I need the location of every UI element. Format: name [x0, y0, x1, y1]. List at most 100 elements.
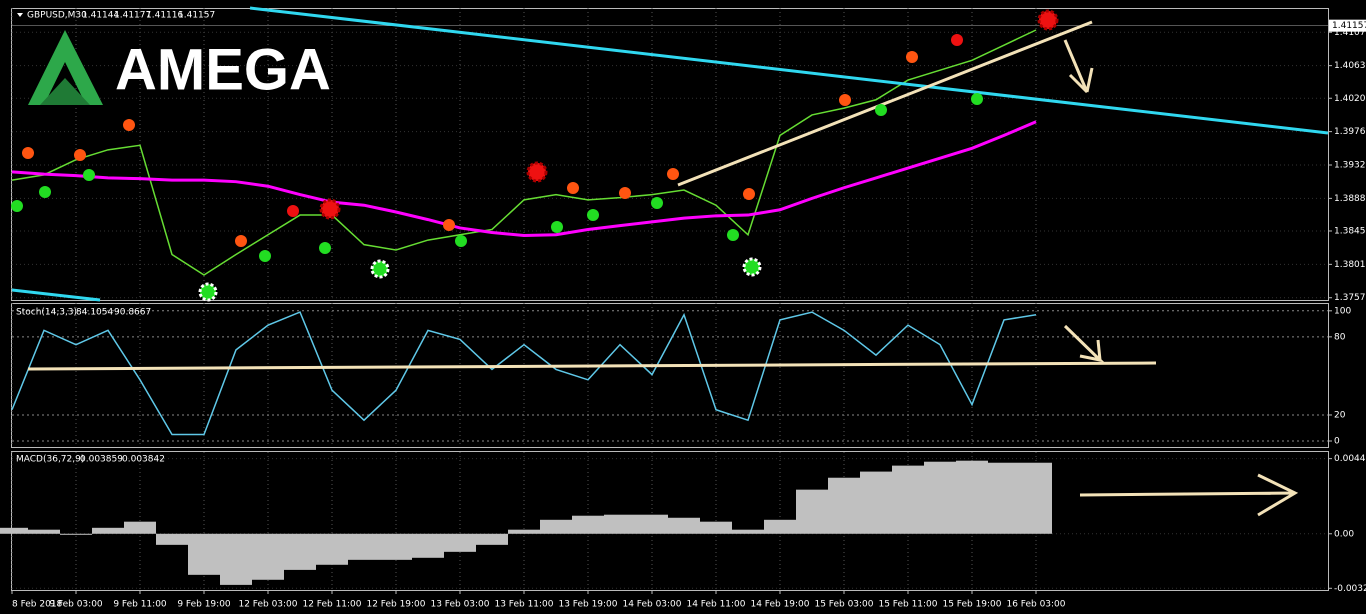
hand-line — [27, 361, 1157, 371]
histogram-bar — [540, 519, 572, 534]
histogram-bar — [444, 533, 476, 552]
last-price-tag: 1.41157 — [1332, 21, 1366, 31]
y-tick-label: 20 — [1334, 410, 1346, 420]
histogram-bar — [316, 533, 348, 565]
signal-dot — [839, 94, 851, 106]
x-tick-label: 8 Feb 2018 — [12, 600, 63, 610]
ohlc-low: 1.41116 — [146, 11, 183, 21]
histogram-bar — [508, 529, 540, 534]
x-tick-label: 13 Feb 03:00 — [430, 600, 489, 610]
hand-arrow — [1079, 473, 1299, 517]
x-tick-label: 13 Feb 11:00 — [494, 600, 553, 610]
trend-line — [249, 6, 1329, 135]
histogram-bar — [636, 514, 668, 534]
stoch-signal: 90.8667 — [114, 308, 151, 318]
macd-title: MACD(36,72,9) — [16, 455, 84, 465]
y-tick-label: 1.41070 — [1334, 28, 1366, 38]
y-tick-label: 1.38450 — [1334, 226, 1366, 236]
histogram-bar — [60, 533, 92, 535]
histogram-bar — [956, 460, 988, 534]
histogram-bar — [156, 533, 188, 545]
histogram-bar — [284, 533, 316, 570]
histogram-bar — [28, 529, 60, 534]
y-tick-label: 1.39320 — [1334, 160, 1366, 170]
signal-dot — [259, 250, 271, 262]
y-tick-label: 1.40200 — [1334, 94, 1366, 104]
histogram-bar — [1020, 462, 1052, 534]
menu-arrow[interactable] — [17, 13, 23, 17]
macd-main: 0.003859 — [80, 455, 123, 465]
signal-dot — [743, 188, 755, 200]
signal-dot — [951, 34, 963, 46]
x-tick-label: 9 Feb 11:00 — [113, 600, 167, 610]
logo-mark-inner — [40, 78, 90, 105]
ohlc-open: 1.41144 — [82, 11, 119, 21]
symbol-title: GBPUSD,M30 — [27, 11, 87, 21]
signal-dot — [667, 168, 679, 180]
signal-star — [319, 198, 341, 220]
histogram-bar — [380, 533, 412, 560]
histogram-bar — [796, 489, 828, 534]
y-tick-label: -0.0032 — [1334, 584, 1366, 594]
signal-dot — [727, 229, 739, 241]
x-tick-label: 14 Feb 19:00 — [750, 600, 809, 610]
signal-dot — [551, 221, 563, 233]
signal-star — [370, 259, 390, 279]
y-tick-label: 0.00441 — [1334, 454, 1366, 464]
hand-line — [677, 20, 1093, 187]
logo-mark — [28, 30, 103, 105]
signal-dot — [875, 104, 887, 116]
y-tick-label: 80 — [1334, 332, 1346, 342]
price-panel — [11, 8, 1329, 301]
signal-dot — [587, 209, 599, 221]
y-tick-label: 0 — [1334, 437, 1340, 447]
x-tick-label: 9 Feb 03:00 — [49, 600, 103, 610]
histogram-bar — [220, 533, 252, 585]
signal-dot — [455, 235, 467, 247]
histogram-bar — [764, 519, 796, 534]
stoch-main: 84.1054 — [76, 308, 113, 318]
signal-dot — [906, 51, 918, 63]
signal-dot — [39, 186, 51, 198]
x-tick-label: 9 Feb 19:00 — [177, 600, 231, 610]
histogram-bar — [124, 521, 156, 534]
signal-dot — [971, 93, 983, 105]
signal-star — [1037, 9, 1059, 31]
signals — [11, 9, 1059, 302]
hand-arrow — [1063, 39, 1094, 94]
x-tick-label: 12 Feb 03:00 — [238, 600, 297, 610]
histogram-bar — [700, 521, 732, 534]
x-tick-label: 13 Feb 19:00 — [558, 600, 617, 610]
histogram-bar — [0, 527, 28, 534]
signal-dot — [619, 187, 631, 199]
histogram-bar — [92, 527, 124, 534]
x-tick-label: 15 Feb 11:00 — [878, 600, 937, 610]
x-tick-label: 15 Feb 19:00 — [942, 600, 1001, 610]
histogram-bar — [572, 515, 604, 534]
signal-dot — [11, 200, 23, 212]
histogram-bar — [252, 533, 284, 580]
histogram-bar — [604, 514, 636, 534]
signal-dot — [651, 197, 663, 209]
signal-star — [526, 161, 548, 183]
signal-dot — [123, 119, 135, 131]
last-price-tag-bg — [1329, 19, 1366, 32]
stoch-title: Stoch(14,3,3) — [16, 308, 77, 318]
series-line — [11, 120, 1037, 238]
signal-dot — [22, 147, 34, 159]
y-tick-label: 100 — [1334, 306, 1351, 316]
x-tick-label: 12 Feb 19:00 — [366, 600, 425, 610]
x-tick-label: 14 Feb 11:00 — [686, 600, 745, 610]
trend-line — [11, 288, 101, 302]
signal-star — [742, 257, 762, 277]
signal-dot — [83, 169, 95, 181]
ohlc-close: 1.41157 — [178, 11, 215, 21]
x-tick-label: 16 Feb 03:00 — [1006, 600, 1065, 610]
histogram-bar — [476, 533, 508, 545]
y-tick-label: 1.37570 — [1334, 293, 1366, 303]
histogram-bar — [348, 533, 380, 560]
signal-dot — [567, 182, 579, 194]
signal-star — [198, 282, 218, 302]
ohlc-high: 1.41177 — [114, 11, 151, 21]
